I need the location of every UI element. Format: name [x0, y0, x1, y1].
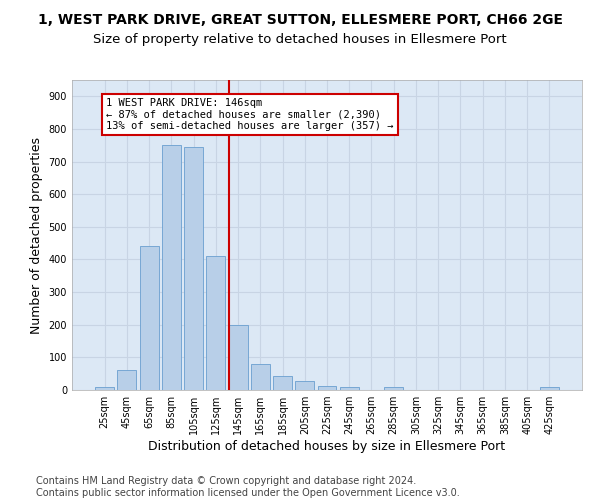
X-axis label: Distribution of detached houses by size in Ellesmere Port: Distribution of detached houses by size …	[148, 440, 506, 453]
Bar	[251, 364, 270, 390]
Bar	[340, 386, 359, 390]
Bar	[540, 388, 559, 390]
Bar	[206, 256, 225, 390]
Bar	[317, 386, 337, 390]
Text: 1 WEST PARK DRIVE: 146sqm
← 87% of detached houses are smaller (2,390)
13% of se: 1 WEST PARK DRIVE: 146sqm ← 87% of detac…	[106, 98, 394, 131]
Bar	[95, 386, 114, 390]
Bar	[118, 370, 136, 390]
Text: Contains HM Land Registry data © Crown copyright and database right 2024.
Contai: Contains HM Land Registry data © Crown c…	[36, 476, 460, 498]
Bar	[384, 388, 403, 390]
Bar	[295, 381, 314, 390]
Bar	[140, 246, 158, 390]
Text: 1, WEST PARK DRIVE, GREAT SUTTON, ELLESMERE PORT, CH66 2GE: 1, WEST PARK DRIVE, GREAT SUTTON, ELLESM…	[37, 12, 563, 26]
Bar	[229, 324, 248, 390]
Bar	[184, 147, 203, 390]
Y-axis label: Number of detached properties: Number of detached properties	[30, 136, 43, 334]
Bar	[162, 146, 181, 390]
Bar	[273, 376, 292, 390]
Text: Size of property relative to detached houses in Ellesmere Port: Size of property relative to detached ho…	[93, 32, 507, 46]
